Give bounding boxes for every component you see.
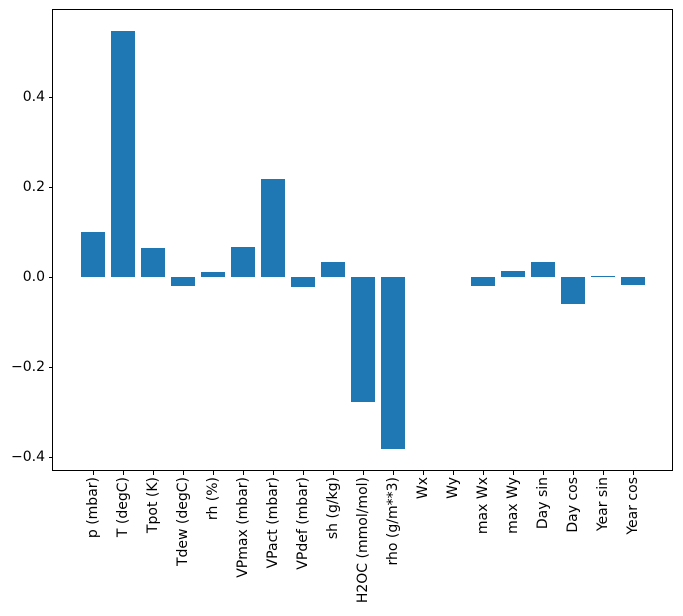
y-tick <box>49 276 53 278</box>
plot-area <box>52 9 673 471</box>
bar-t-degc <box>111 30 135 278</box>
bar-max-wy <box>501 270 525 278</box>
x-tick-label: Wx <box>415 477 431 500</box>
y-tick <box>49 366 53 368</box>
x-tick <box>452 471 454 475</box>
bar-year-cos <box>621 277 645 285</box>
y-tick-label: −0.4 <box>11 448 45 465</box>
bar-vpact-mbar <box>261 178 285 278</box>
bar-p-mbar <box>81 232 105 278</box>
x-tick-label: VPact (mbar) <box>265 477 281 569</box>
bar-day-sin <box>531 262 555 278</box>
x-tick-label: max Wy <box>505 477 521 534</box>
bar-h2oc-mmol-mol <box>351 277 375 402</box>
x-tick <box>392 471 394 475</box>
x-tick-label: rho (g/m**3) <box>385 477 401 566</box>
x-tick-label: Tpot (K) <box>145 477 161 534</box>
x-tick <box>602 471 604 475</box>
x-tick-label: max Wx <box>475 477 491 535</box>
x-tick-label: VPdef (mbar) <box>295 477 311 570</box>
x-tick-label: sh (g/kg) <box>325 477 341 540</box>
bar-max-wx <box>471 277 495 287</box>
y-tick-label: −0.2 <box>11 358 45 375</box>
x-tick-label: T (degC) <box>115 477 131 538</box>
y-tick-label: 0.2 <box>22 178 45 195</box>
x-tick-label: VPmax (mbar) <box>235 477 251 578</box>
x-tick <box>422 471 424 475</box>
x-tick <box>542 471 544 475</box>
x-tick <box>302 471 304 475</box>
y-tick-label: 0.4 <box>22 88 45 105</box>
bar-year-sin <box>591 275 615 278</box>
x-tick-label: Day sin <box>535 477 551 530</box>
x-tick <box>92 471 94 475</box>
x-tick <box>482 471 484 475</box>
x-tick-label: H2OC (mmol/mol) <box>355 477 371 604</box>
bar-tdew-degc <box>171 277 195 287</box>
x-tick <box>182 471 184 475</box>
x-tick-label: Year cos <box>625 477 641 535</box>
x-tick <box>572 471 574 475</box>
y-tick <box>49 96 53 98</box>
x-tick <box>632 471 634 475</box>
x-tick-label: p (mbar) <box>85 477 101 539</box>
x-tick <box>122 471 124 475</box>
x-tick <box>152 471 154 475</box>
x-tick-label: Day cos <box>565 477 581 533</box>
bar-vpdef-mbar <box>291 277 315 287</box>
x-tick-label: Tdew (degC) <box>175 477 191 567</box>
x-tick-label: Year sin <box>595 477 611 532</box>
x-tick-label: Wy <box>445 477 461 499</box>
x-tick <box>212 471 214 475</box>
bar-vpmax-mbar <box>231 246 255 278</box>
x-tick <box>272 471 274 475</box>
x-tick <box>512 471 514 475</box>
x-tick <box>332 471 334 475</box>
y-tick <box>49 456 53 458</box>
bar-sh-g-kg <box>321 261 345 278</box>
x-tick-label: rh (%) <box>205 477 221 521</box>
x-tick <box>362 471 364 475</box>
bar-rho-g-m-3 <box>381 277 405 449</box>
bar-tpot-k <box>141 248 165 278</box>
y-tick <box>49 186 53 188</box>
bar-rh <box>201 271 225 278</box>
x-tick <box>242 471 244 475</box>
bar-day-cos <box>561 277 585 305</box>
y-tick-label: 0.0 <box>22 268 45 285</box>
